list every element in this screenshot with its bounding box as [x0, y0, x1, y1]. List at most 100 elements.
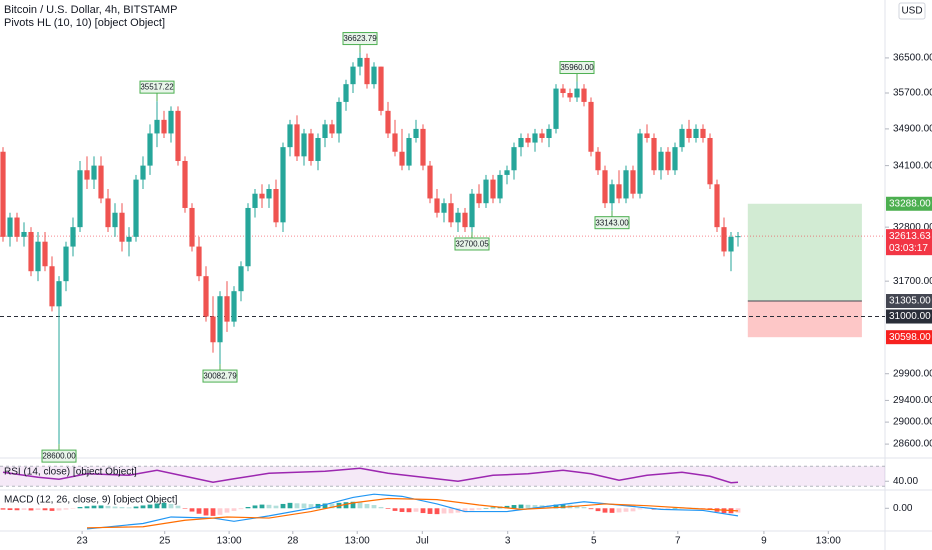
- pivot-box: [559, 61, 595, 75]
- candle-body: [455, 212, 461, 223]
- candle-body: [14, 217, 20, 237]
- macd-histogram-bar: [518, 504, 524, 509]
- last-price-box: [886, 229, 932, 256]
- macd-histogram-bar: [399, 508, 405, 512]
- x-tick-label: 13:00: [816, 536, 841, 547]
- candle-body: [301, 133, 307, 157]
- candle-body: [378, 66, 384, 111]
- candle-body: [532, 133, 538, 143]
- y-tick-label: 29900.00: [893, 368, 932, 379]
- pivot-label: 35960.00: [560, 63, 594, 72]
- candle-body: [518, 137, 524, 148]
- macd-histogram-bar: [77, 506, 83, 509]
- candle-body: [420, 128, 426, 166]
- macd-histogram-bar: [322, 503, 328, 509]
- candle-body: [252, 193, 258, 208]
- chart-title: Bitcoin / U.S. Dollar, 4h, BITSTAMP: [4, 4, 177, 16]
- candle-body: [574, 88, 580, 98]
- alert-label: 31000.00: [889, 311, 931, 322]
- candle-body: [476, 193, 482, 204]
- candle-body: [364, 57, 370, 85]
- macd-histogram-bar: [560, 504, 566, 509]
- pivot-label: 35517.22: [140, 83, 174, 92]
- candle-body: [469, 193, 475, 228]
- candle-body: [210, 316, 216, 343]
- candle-body: [28, 231, 34, 272]
- candle-body: [266, 188, 272, 199]
- macd-histogram-bar: [280, 503, 286, 509]
- alert-box: [886, 309, 932, 324]
- rsi-title: RSI (14, close) [object Object]: [4, 467, 137, 478]
- macd-histogram-bar: [161, 502, 167, 509]
- candle-body: [630, 170, 636, 194]
- macd-histogram-bar: [364, 503, 370, 509]
- macd-histogram-bar: [532, 505, 538, 509]
- currency[interactable]: USD: [901, 6, 922, 17]
- currency-button[interactable]: [898, 2, 926, 20]
- macd-histogram-bar: [287, 502, 293, 509]
- candle-body: [315, 137, 321, 161]
- take-profit-label: 33288.00: [889, 198, 931, 209]
- macd-histogram-bar: [252, 505, 258, 509]
- candle-body: [259, 193, 265, 199]
- rsi-line: [2, 467, 739, 484]
- candle-body: [665, 151, 671, 171]
- candle-body: [462, 212, 468, 228]
- candle-body: [329, 124, 335, 134]
- candle-body: [483, 179, 489, 204]
- candle-body: [343, 84, 349, 102]
- macd-histogram-bar: [119, 506, 125, 509]
- candle-body: [280, 147, 286, 223]
- macd-histogram-bar: [42, 508, 48, 511]
- candle-body: [595, 151, 601, 171]
- macd-histogram-bar: [203, 508, 209, 516]
- macd-histogram-bar: [413, 508, 419, 512]
- macd-histogram-bar: [448, 508, 454, 514]
- candle-body: [112, 212, 118, 228]
- macd-histogram-bar: [266, 504, 272, 509]
- macd-histogram-bar: [385, 508, 391, 509]
- candle-body: [35, 241, 41, 272]
- macd-histogram-bar: [469, 508, 475, 511]
- pivot-label: 28600.00: [42, 452, 76, 461]
- macd-histogram-bar: [70, 508, 76, 509]
- candle-body: [224, 296, 230, 322]
- candle-body: [98, 165, 104, 199]
- y-tick-label: 34900.00: [893, 124, 932, 135]
- macd-histogram-bar: [182, 508, 188, 509]
- candle-body: [441, 203, 447, 213]
- candle-body: [196, 246, 202, 277]
- macd-histogram-bar: [91, 505, 97, 509]
- macd-histogram-bar: [406, 508, 412, 513]
- macd-histogram-bar: [455, 508, 461, 513]
- macd-histogram-bar: [553, 504, 559, 509]
- macd-histogram-bar: [420, 508, 426, 514]
- macd-histogram-bar: [35, 508, 41, 511]
- macd-histogram-bar: [427, 508, 433, 514]
- candle-body: [168, 110, 174, 134]
- macd-histogram-bar: [259, 504, 265, 509]
- y-tick-label: 35700.00: [893, 88, 932, 99]
- candle-body: [126, 236, 132, 242]
- pivot-label: 36623.79: [343, 34, 377, 43]
- last-price-label: 32613.63: [889, 231, 931, 242]
- macd-title: MACD (12, 26, close, 9) [object Object]: [4, 495, 178, 506]
- candle-body: [140, 165, 146, 180]
- plot: 36500.00 35700.00 34900.00 34100.00 32800.00…: [0, 32, 932, 547]
- macd-histogram-bar: [434, 508, 440, 515]
- macd-histogram-bar: [21, 508, 27, 510]
- x-tick-label: 13:00: [217, 536, 242, 547]
- candle-body: [154, 119, 160, 134]
- candle-body: [175, 110, 181, 161]
- pivot-box: [594, 216, 630, 230]
- y-tick-label: 31700.00: [893, 276, 932, 287]
- pivot-label: 33143.00: [595, 218, 629, 227]
- candle-body: [56, 281, 62, 307]
- macd-histogram-bar: [630, 508, 636, 512]
- macd-histogram-bar: [231, 508, 237, 511]
- candle-body: [427, 165, 433, 199]
- x-tick-label: 28: [287, 536, 299, 547]
- candle-body: [147, 133, 153, 166]
- candle-body: [728, 236, 734, 252]
- take-profit-zone: [747, 203, 862, 302]
